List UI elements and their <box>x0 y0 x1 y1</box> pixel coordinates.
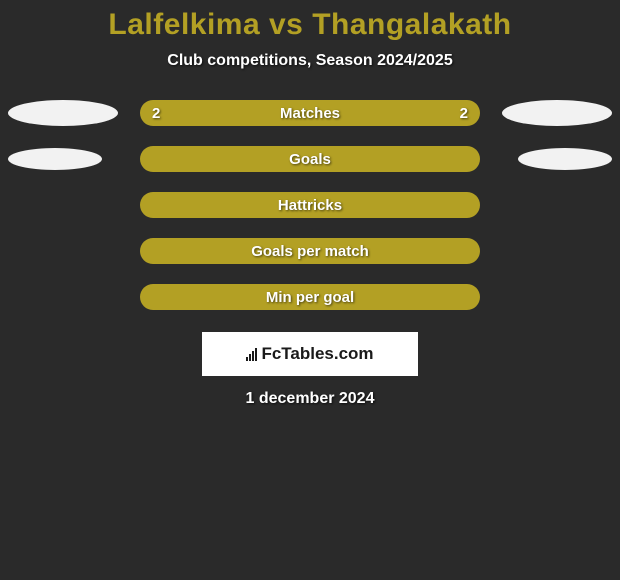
stat-label: Min per goal <box>140 289 480 306</box>
logo-text: FcTables.com <box>261 344 373 364</box>
stat-label: Goals <box>140 151 480 168</box>
stat-rows: 2Matches2 Goals Hattricks Goals per match Mi… <box>0 100 620 310</box>
stat-pill: Goals <box>140 146 480 172</box>
stat-label: Hattricks <box>140 197 480 214</box>
stat-label: Goals per match <box>140 243 480 260</box>
stat-row: Goals per match <box>0 238 620 264</box>
right-ellipse <box>518 148 612 170</box>
stat-pill: Hattricks <box>140 192 480 218</box>
date-line: 1 december 2024 <box>0 390 620 408</box>
subtitle: Club competitions, Season 2024/2025 <box>0 52 620 70</box>
left-ellipse <box>8 148 102 170</box>
stat-label: Matches <box>140 105 480 122</box>
bar-chart-icon <box>246 347 257 361</box>
stat-row: Min per goal <box>0 284 620 310</box>
page-title: Lalfelkima vs Thangalakath <box>0 0 620 42</box>
right-ellipse <box>502 100 612 126</box>
stat-pill: 2Matches2 <box>140 100 480 126</box>
stat-row: 2Matches2 <box>0 100 620 126</box>
logo: FcTables.com <box>246 344 373 364</box>
stat-pill: Goals per match <box>140 238 480 264</box>
stat-pill: Min per goal <box>140 284 480 310</box>
stat-value-right: 2 <box>460 105 468 122</box>
logo-box: FcTables.com <box>202 332 418 376</box>
stat-row: Hattricks <box>0 192 620 218</box>
comparison-infographic: Lalfelkima vs Thangalakath Club competit… <box>0 0 620 580</box>
stat-row: Goals <box>0 146 620 172</box>
stat-value-left: 2 <box>152 105 160 122</box>
left-ellipse <box>8 100 118 126</box>
